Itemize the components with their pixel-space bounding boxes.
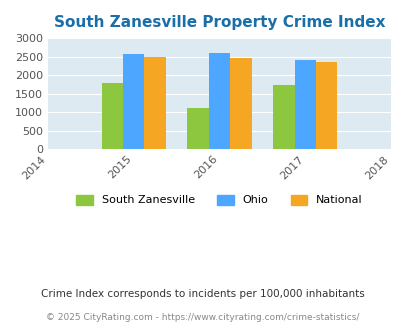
Bar bbox=[187, 108, 208, 149]
Legend: South Zanesville, Ohio, National: South Zanesville, Ohio, National bbox=[72, 190, 367, 210]
Bar bbox=[294, 59, 315, 149]
Bar bbox=[273, 85, 294, 149]
Text: Crime Index corresponds to incidents per 100,000 inhabitants: Crime Index corresponds to incidents per… bbox=[41, 289, 364, 299]
Bar bbox=[230, 58, 251, 149]
Bar bbox=[208, 53, 230, 149]
Bar bbox=[144, 57, 166, 149]
Bar bbox=[315, 62, 337, 149]
Title: South Zanesville Property Crime Index: South Zanesville Property Crime Index bbox=[53, 15, 384, 30]
Bar bbox=[123, 54, 144, 149]
Bar bbox=[101, 83, 123, 149]
Text: © 2025 CityRating.com - https://www.cityrating.com/crime-statistics/: © 2025 CityRating.com - https://www.city… bbox=[46, 313, 359, 322]
